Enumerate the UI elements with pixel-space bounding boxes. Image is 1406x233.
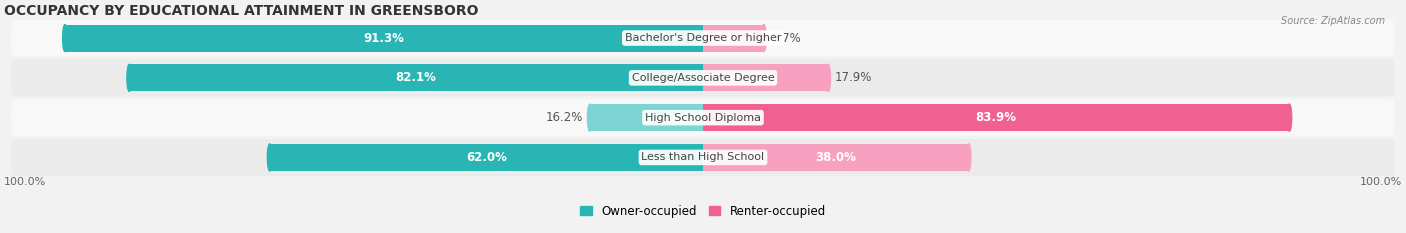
Legend: Owner-occupied, Renter-occupied: Owner-occupied, Renter-occupied <box>575 200 831 222</box>
Circle shape <box>588 104 592 131</box>
Text: 62.0%: 62.0% <box>465 151 506 164</box>
Text: 16.2%: 16.2% <box>546 111 583 124</box>
Bar <box>589 104 703 131</box>
Circle shape <box>127 64 132 91</box>
Circle shape <box>63 24 67 51</box>
Text: College/Associate Degree: College/Associate Degree <box>631 73 775 83</box>
Bar <box>129 64 703 91</box>
Text: Less than High School: Less than High School <box>641 152 765 162</box>
Text: 38.0%: 38.0% <box>815 151 856 164</box>
FancyBboxPatch shape <box>11 139 1395 176</box>
Circle shape <box>762 24 766 51</box>
Text: Source: ZipAtlas.com: Source: ZipAtlas.com <box>1281 16 1385 26</box>
FancyBboxPatch shape <box>11 99 1395 136</box>
Circle shape <box>267 144 273 171</box>
Text: OCCUPANCY BY EDUCATIONAL ATTAINMENT IN GREENSBORO: OCCUPANCY BY EDUCATIONAL ATTAINMENT IN G… <box>4 4 478 18</box>
Text: 8.7%: 8.7% <box>770 31 800 45</box>
Bar <box>65 24 703 51</box>
Bar <box>703 104 1289 131</box>
Text: 82.1%: 82.1% <box>395 71 437 84</box>
FancyBboxPatch shape <box>11 20 1395 56</box>
Text: 83.9%: 83.9% <box>976 111 1017 124</box>
Text: 100.0%: 100.0% <box>4 177 46 187</box>
Circle shape <box>966 144 972 171</box>
Text: 91.3%: 91.3% <box>364 31 405 45</box>
Bar <box>703 144 969 171</box>
Bar <box>270 144 703 171</box>
Text: 100.0%: 100.0% <box>1360 177 1402 187</box>
FancyBboxPatch shape <box>11 60 1395 96</box>
Circle shape <box>825 64 831 91</box>
Text: 17.9%: 17.9% <box>835 71 873 84</box>
Bar <box>703 64 828 91</box>
Bar <box>703 24 763 51</box>
Text: Bachelor's Degree or higher: Bachelor's Degree or higher <box>624 33 782 43</box>
Circle shape <box>1286 104 1292 131</box>
Text: High School Diploma: High School Diploma <box>645 113 761 123</box>
